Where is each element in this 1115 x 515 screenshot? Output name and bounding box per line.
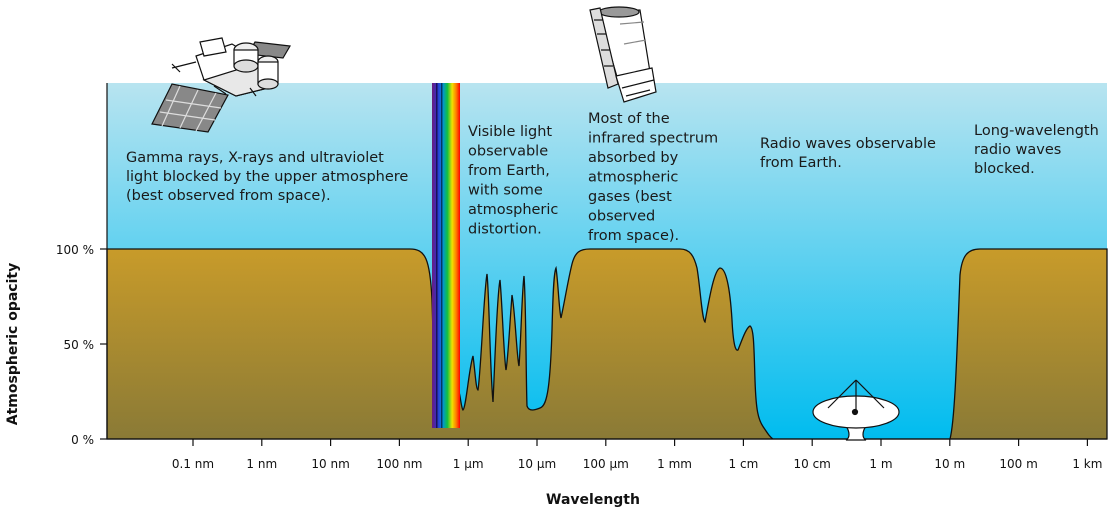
x-tick-label: 100 nm [376,457,422,471]
annotation-line: distortion. [468,222,542,238]
annotation-line: from Earth. [760,155,842,171]
x-tick-label: 0.1 nm [172,457,214,471]
annotation-line: infrared spectrum [588,131,718,147]
x-ticks: 0.1 nm 1 nm 10 nm 100 nm 1 µm 10 µm 100 µm 1 mm… [172,439,1102,471]
annotation-line: observed [588,209,655,225]
annotation-line: from Earth, [468,163,550,179]
x-tick-label: 10 µm [518,457,556,471]
annotation-line: radio waves [974,142,1061,158]
x-tick-label: 1 µm [453,457,484,471]
x-tick-label: 1 km [1072,457,1102,471]
x-tick-label: 1 cm [729,457,759,471]
annotation-line: Gamma rays, X-rays and ultraviolet [126,150,384,166]
radio-telescope-icon [812,379,900,441]
x-tick-label: 10 cm [794,457,831,471]
annotation-line: Radio waves observable [760,136,936,152]
annotation-line: atmospheric [468,202,558,218]
x-tick-label: 1 nm [246,457,277,471]
y-tick-label: 50 % [64,338,95,352]
annotation-visible-light: Visible light observable from Earth, with s… [468,124,558,238]
annotation-line: atmospheric [588,170,678,186]
y-ticks: 100 % 50 % 0 % [56,243,107,447]
x-tick-label: 10 m [934,457,965,471]
spectrum-stripes [436,83,443,428]
annotation-line: Visible light [468,124,552,140]
annotation-line: from space). [588,228,679,244]
opacity-area [106,248,1108,440]
y-tick-label: 0 % [71,433,94,447]
annotation-line: with some [468,183,543,199]
annotation-line: Long-wavelength [974,123,1099,139]
annotation-line: (best observed from space). [126,188,331,204]
y-tick-label: 100 % [56,243,94,257]
annotation-line: observable [468,144,548,160]
y-axis-title: Atmospheric opacity [5,263,21,425]
x-tick-label: 100 µm [583,457,629,471]
annotation-gamma-xray-uv: Gamma rays, X-rays and ultraviolet light … [126,150,408,204]
annotation-line: blocked. [974,161,1035,177]
annotation-line: gases (best [588,189,672,205]
x-tick-label: 1 mm [657,457,692,471]
annotation-long-wavelength-radio: Long-wavelength radio waves blocked. [974,123,1099,177]
annotation-radio-observable: Radio waves observable from Earth. [760,136,936,171]
annotation-line: Most of the [588,111,670,127]
annotation-line: absorbed by [588,150,679,166]
x-axis-title: Wavelength [546,492,640,508]
x-tick-label: 1 m [869,457,892,471]
x-tick-label: 100 m [999,457,1037,471]
annotation-infrared: Most of the infrared spectrum absorbed by a… [588,111,718,244]
annotation-line: light blocked by the upper atmosphere [126,169,408,185]
space-telescope-icon [589,6,657,103]
satellite-icon [151,37,291,133]
x-tick-label: 10 nm [311,457,349,471]
